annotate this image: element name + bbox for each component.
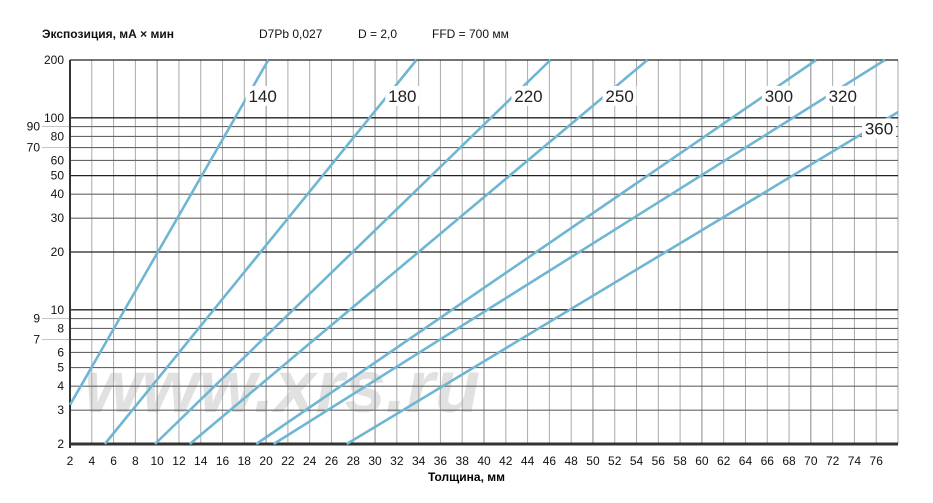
x-tick-label: 10 bbox=[150, 454, 164, 468]
x-tick-label: 56 bbox=[652, 454, 666, 468]
y-tick-label: 7 bbox=[33, 333, 40, 347]
series-label-320: 320 bbox=[829, 87, 857, 106]
series-label-bg bbox=[602, 85, 637, 106]
series-label-300: 300 bbox=[765, 87, 793, 106]
x-tick-label: 62 bbox=[717, 454, 731, 468]
x-tick-label: 52 bbox=[608, 454, 622, 468]
x-tick-label: 74 bbox=[848, 454, 862, 468]
x-tick-label: 20 bbox=[259, 454, 273, 468]
y-axis-label: Экспозиция, мА × мин bbox=[42, 27, 174, 41]
x-tick-label: 14 bbox=[194, 454, 208, 468]
x-tick-label: 54 bbox=[630, 454, 644, 468]
y-tick-label: 60 bbox=[51, 153, 65, 167]
y-tick-label: 80 bbox=[51, 129, 65, 143]
x-tick-label: 48 bbox=[564, 454, 578, 468]
series-line-250 bbox=[189, 59, 649, 445]
param-filter: D7Pb 0,027 bbox=[259, 27, 323, 41]
x-tick-label: 26 bbox=[325, 454, 339, 468]
series-label-bg bbox=[511, 85, 546, 106]
x-tick-label: 58 bbox=[673, 454, 687, 468]
y-tick-label: 5 bbox=[57, 361, 64, 375]
x-tick-label: 64 bbox=[739, 454, 753, 468]
x-tick-label: 68 bbox=[782, 454, 796, 468]
x-tick-label: 70 bbox=[804, 454, 818, 468]
series-label-220: 220 bbox=[514, 87, 542, 106]
series-line-220 bbox=[154, 59, 552, 445]
param-density: D = 2,0 bbox=[358, 27, 398, 41]
x-tick-label: 42 bbox=[499, 454, 513, 468]
series-label-bg bbox=[245, 85, 280, 106]
y-tick-label: 200 bbox=[44, 53, 64, 67]
x-tick-label: 46 bbox=[543, 454, 557, 468]
y-tick-label: 70 bbox=[27, 141, 41, 155]
x-tick-label: 18 bbox=[238, 454, 252, 468]
x-tick-label: 66 bbox=[761, 454, 775, 468]
series-line-320 bbox=[273, 58, 886, 446]
y-tick-label: 6 bbox=[57, 345, 64, 359]
series-label-180: 180 bbox=[388, 87, 416, 106]
x-tick-label: 24 bbox=[303, 454, 317, 468]
series-label-250: 250 bbox=[605, 87, 633, 106]
x-tick-label: 8 bbox=[132, 454, 139, 468]
x-tick-label: 22 bbox=[281, 454, 295, 468]
x-tick-label: 60 bbox=[695, 454, 709, 468]
series-line-180 bbox=[103, 59, 418, 445]
x-tick-label: 72 bbox=[826, 454, 840, 468]
y-tick-label: 10 bbox=[51, 303, 65, 317]
x-tick-label: 2 bbox=[67, 454, 74, 468]
x-tick-label: 50 bbox=[586, 454, 600, 468]
series-label-bg bbox=[825, 85, 860, 106]
x-tick-label: 6 bbox=[110, 454, 117, 468]
x-tick-label: 16 bbox=[216, 454, 230, 468]
x-tick-label: 44 bbox=[521, 454, 535, 468]
series-label-360: 360 bbox=[865, 119, 893, 138]
param-ffd: FFD = 700 мм bbox=[432, 27, 509, 41]
y-tick-label: 30 bbox=[51, 211, 65, 225]
x-tick-label: 36 bbox=[434, 454, 448, 468]
x-tick-label: 30 bbox=[368, 454, 382, 468]
series-line-300 bbox=[255, 58, 818, 446]
x-axis-label: Толщина, мм bbox=[427, 470, 506, 484]
series-label-140: 140 bbox=[248, 87, 276, 106]
x-tick-label: 32 bbox=[390, 454, 404, 468]
y-tick-label: 100 bbox=[44, 111, 64, 125]
x-tick-label: 12 bbox=[172, 454, 186, 468]
series-line-360 bbox=[346, 111, 899, 446]
y-tick-label: 90 bbox=[27, 120, 41, 134]
series-label-bg bbox=[862, 118, 896, 139]
y-tick-label: 3 bbox=[57, 403, 64, 417]
series-label-bg bbox=[761, 85, 796, 106]
y-tick-label: 50 bbox=[51, 169, 65, 183]
x-tick-label: 38 bbox=[456, 454, 470, 468]
series-label-bg bbox=[385, 85, 420, 106]
x-tick-label: 28 bbox=[347, 454, 361, 468]
y-tick-label: 20 bbox=[51, 245, 65, 259]
x-tick-label: 4 bbox=[88, 454, 95, 468]
y-tick-label: 8 bbox=[57, 321, 64, 335]
x-tick-label: 34 bbox=[412, 454, 426, 468]
series-line-140 bbox=[68, 59, 270, 406]
y-tick-label: 9 bbox=[33, 312, 40, 326]
x-tick-label: 76 bbox=[870, 454, 884, 468]
x-tick-label: 40 bbox=[477, 454, 491, 468]
y-tick-label: 2 bbox=[57, 437, 64, 451]
y-tick-label: 4 bbox=[57, 379, 64, 393]
y-tick-label: 40 bbox=[51, 187, 65, 201]
